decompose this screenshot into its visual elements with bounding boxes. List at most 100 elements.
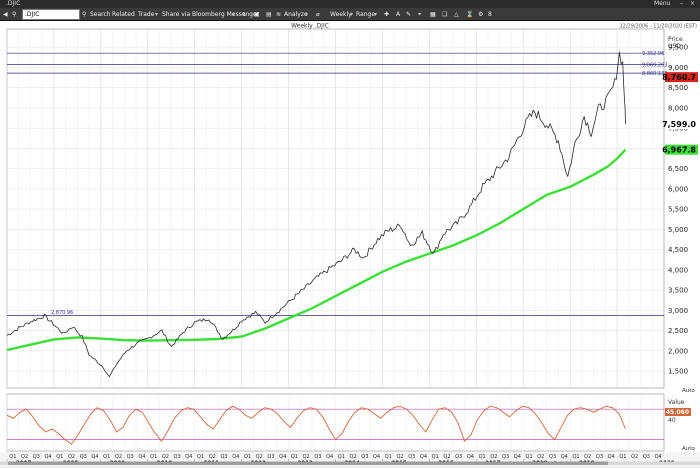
share-dropdown-icon[interactable]: ▾ xyxy=(232,11,236,18)
x-tick-quarter: Q1 xyxy=(572,454,579,460)
hourglass-icon[interactable]: ⌛ xyxy=(466,11,474,18)
x-tick-quarter: Q3 xyxy=(455,454,462,460)
x-tick-quarter: Q3 xyxy=(127,454,134,460)
back-arrow-icon[interactable]: ◀ xyxy=(3,11,8,18)
search-small-icon[interactable]: ⚲ xyxy=(12,11,17,18)
analyze-icon[interactable]: ≋ xyxy=(276,11,282,18)
y-tick-label: 1,500 xyxy=(668,368,688,376)
y-tick-label: 4,000 xyxy=(668,266,688,274)
close-icon[interactable]: × xyxy=(690,0,696,7)
y-tick-label: 2,500 xyxy=(668,327,688,335)
x-tick-quarter: Q1 xyxy=(9,454,16,460)
x-tick-quarter: Q2 xyxy=(209,454,216,460)
chart-type-icon[interactable]: ⌀ xyxy=(316,11,320,18)
x-tick-quarter: Q1 xyxy=(150,454,157,460)
print-icon[interactable]: ▤ xyxy=(266,11,272,18)
search-button[interactable]: Search xyxy=(90,11,111,18)
y-tick-label: 2,000 xyxy=(668,347,688,355)
symbol-input[interactable]: .DJIC xyxy=(22,9,80,20)
reference-line-label: 9,352.06 xyxy=(642,51,664,57)
indicator-line xyxy=(6,405,626,445)
indicator-title: Value xyxy=(668,399,685,406)
period-dropdown-icon[interactable]: ▾ xyxy=(350,11,354,18)
indicator-value-bg xyxy=(665,408,691,416)
draw-tool-icon[interactable]: ✎ xyxy=(406,11,412,18)
x-tick-quarter: Q4 xyxy=(185,454,192,460)
x-tick-quarter: Q3 xyxy=(408,454,415,460)
calendar-icon[interactable]: ▦ xyxy=(430,11,436,18)
x-tick-quarter: Q2 xyxy=(68,454,75,460)
x-tick-quarter: Q3 xyxy=(314,454,321,460)
range-dropdown-icon[interactable]: ▾ xyxy=(374,11,378,18)
x-tick-quarter: Q1 xyxy=(526,454,533,460)
auto-scale-button[interactable]: Auto xyxy=(682,388,695,394)
x-tick-quarter: Q4 xyxy=(420,454,427,460)
crosshair-icon[interactable]: ✚ xyxy=(384,11,390,18)
refresh-icon[interactable]: ↻ xyxy=(242,11,248,18)
indicator-auto-button[interactable]: Auto xyxy=(682,446,695,452)
menu-button[interactable]: Menu xyxy=(654,0,671,7)
x-tick-quarter: Q2 xyxy=(21,454,28,460)
indicator-value-label: 45.060 xyxy=(666,409,689,416)
x-tick-quarter: Q3 xyxy=(643,454,650,460)
x-tick-quarter: Q2 xyxy=(115,454,122,460)
analyze-dropdown-icon[interactable]: ▾ xyxy=(305,11,309,18)
toolbar-counter: 8 xyxy=(488,11,492,18)
moving-average-line xyxy=(6,148,627,352)
x-tick-quarter: Q4 xyxy=(561,454,568,460)
period-dropdown[interactable]: Weekly xyxy=(330,11,352,18)
x-tick-quarter: Q4 xyxy=(326,454,333,460)
y-tick-label: 3,000 xyxy=(668,307,688,315)
trade-button[interactable]: Trade xyxy=(138,11,155,18)
x-tick-quarter: Q4 xyxy=(514,454,521,460)
toolbar: ◀ ⚲ .DJIC ⚲ Search Related Trade ▾ Share… xyxy=(0,8,700,21)
search-icon[interactable]: ⚲ xyxy=(82,11,87,18)
zoom-icon[interactable]: ⌖ xyxy=(418,11,422,18)
settings-icon[interactable]: ⚙ xyxy=(478,11,484,18)
y-tick-label: 8,500 xyxy=(668,84,688,92)
scrollbar-thumb[interactable] xyxy=(8,461,608,466)
x-tick-quarter: Q2 xyxy=(350,454,357,460)
prev-price-tag: 8,760.7 xyxy=(662,73,696,82)
x-tick-quarter: Q2 xyxy=(584,454,591,460)
minimize-icon[interactable]: – xyxy=(680,0,683,7)
x-tick-quarter: Q4 xyxy=(608,454,615,460)
y-tick-label: 3,500 xyxy=(668,287,688,295)
y-tick-label: 9,500 xyxy=(668,44,688,52)
date-range: 12/29/2006 - 11/20/2020 (EST) xyxy=(620,24,698,30)
x-tick-quarter: Q3 xyxy=(549,454,556,460)
last-price-tag: 7,599.0 xyxy=(662,120,696,129)
analyze-button[interactable]: Analyze xyxy=(284,11,308,18)
x-tick-quarter: Q1 xyxy=(479,454,486,460)
share-button[interactable]: Share via Bloomberg Messenger xyxy=(162,11,260,18)
x-tick-quarter: Q1 xyxy=(244,454,251,460)
x-tick-quarter: Q2 xyxy=(162,454,169,460)
chart-title: Weekly .DJIC xyxy=(291,23,329,30)
folder-icon[interactable]: ▣ xyxy=(254,11,260,18)
x-tick-quarter: Q1 xyxy=(338,454,345,460)
x-tick-quarter: Q2 xyxy=(396,454,403,460)
price-chart[interactable]: 1,500 2,000 2,500 3,000 3,500 4,000 4,500 5,000… xyxy=(0,21,700,467)
x-tick-quarter: Q4 xyxy=(138,454,145,460)
x-tick-quarter: Q2 xyxy=(631,454,638,460)
y-tick-label: 5,500 xyxy=(668,206,688,214)
prev-price-tag-bg xyxy=(665,72,698,83)
x-tick-quarter: Q4 xyxy=(279,454,286,460)
range-dropdown[interactable]: Range xyxy=(356,11,376,18)
moving-average-tag: 6,967.8 xyxy=(662,146,696,155)
trade-dropdown-icon[interactable]: ▾ xyxy=(155,11,159,18)
x-tick-quarter: Q1 xyxy=(197,454,204,460)
x-tick-quarter: Q3 xyxy=(80,454,87,460)
text-tool-icon[interactable]: A xyxy=(396,11,401,18)
reference-line-label: 9,069.203 xyxy=(642,63,667,69)
x-tick-quarter: Q3 xyxy=(267,454,274,460)
indicator-tick-label: 40 xyxy=(668,417,676,424)
related-button[interactable]: Related xyxy=(112,11,135,18)
y-tick-label: 4,500 xyxy=(668,246,688,254)
bell-icon[interactable]: △ xyxy=(454,11,459,18)
x-tick-quarter: Q1 xyxy=(56,454,63,460)
copy-icon[interactable]: ❏ xyxy=(442,11,448,18)
last-price-tag-bg xyxy=(665,119,698,130)
y-tick-label: 6,500 xyxy=(668,165,688,173)
